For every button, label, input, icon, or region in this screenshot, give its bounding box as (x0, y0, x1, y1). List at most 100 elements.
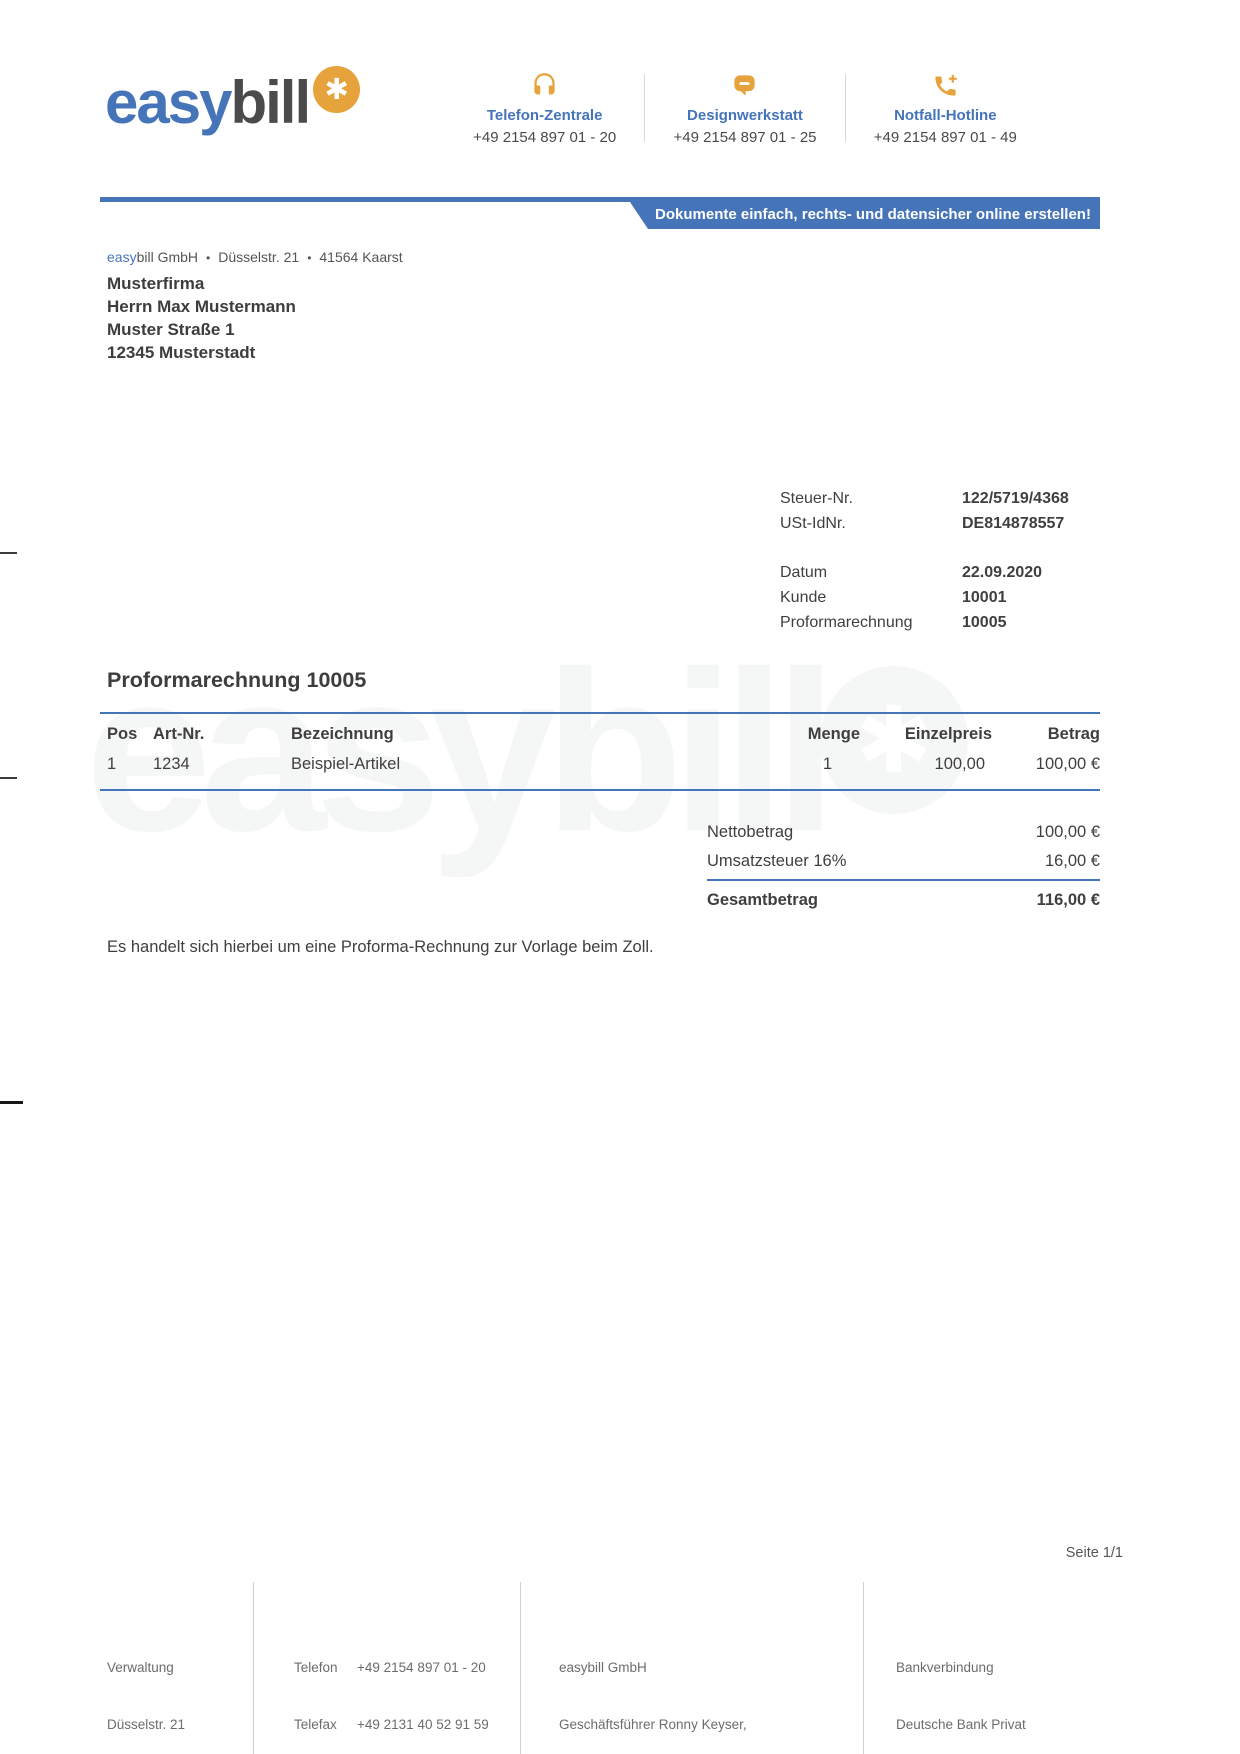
meta-label: Proformarechnung (780, 614, 913, 631)
contact-phone: +49 2154 897 01 - 20 (473, 129, 617, 146)
meta-value: 22.09.2020 (962, 564, 1043, 581)
meta-value: DE814878557 (962, 515, 1065, 532)
logo-text-bill: bill (230, 69, 311, 136)
easybill-watermark: easybill ✱ (85, 625, 968, 879)
footer-line: Geschäftsführer Ronny Keyser, (559, 1717, 747, 1732)
logo-text-easy: easy (105, 69, 232, 136)
footer-block-verwaltung: Verwaltung Düsselstr. 21 41564 Kaarst (107, 1620, 253, 1754)
cell-einzelpreis: 100,00 (934, 755, 985, 773)
totals-block: Nettobetrag 100,00 € Umsatzsteuer 16% 16… (707, 818, 1100, 915)
col-header-menge: Menge (807, 725, 860, 743)
address-line: Musterfirma (107, 274, 205, 293)
fold-mark-center (0, 1101, 23, 1104)
table-header-row: Pos Art-Nr. Bezeichnung Menge Einzelprei… (100, 714, 1100, 753)
footer-block-telefon: Telefon +49 2154 897 01 - 20 Telefax +49… (294, 1620, 520, 1754)
contact-notfall-hotline: Notfall-Hotline +49 2154 897 01 - 49 (846, 72, 1045, 146)
footer-col-company: easybill GmbH Geschäftsführer Ronny Keys… (520, 1582, 863, 1754)
total-label: Umsatzsteuer 16% (707, 852, 847, 870)
footer: Verwaltung Düsselstr. 21 41564 Kaarst Su… (107, 1582, 1125, 1754)
meta-label: Kunde (780, 589, 827, 606)
meta-value: 10005 (962, 614, 1007, 631)
contact-phone: +49 2154 897 01 - 49 (873, 129, 1017, 146)
footer-value: +49 2154 897 01 - 20 (357, 1660, 486, 1675)
cell-menge: 1 (822, 755, 832, 773)
footer-col-address: Verwaltung Düsselstr. 21 41564 Kaarst Su… (107, 1582, 253, 1754)
phone-plus-icon (932, 74, 959, 103)
cell-art-nr: 1234 (153, 755, 190, 773)
contact-divider (644, 74, 646, 142)
page-indicator: Seite 1/1 (1065, 1545, 1123, 1561)
col-header-einzelpreis: Einzelpreis (904, 725, 992, 743)
note-text: Es handelt sich hierbei um eine Proforma… (107, 938, 654, 956)
watermark-asterisk-glyph: ✱ (854, 689, 933, 792)
watermark-text: easybill (85, 625, 838, 879)
footer-line: Düsselstr. 21 (107, 1717, 186, 1732)
logo-text: easybill (105, 58, 311, 148)
sender-street: Düsselstr. 21 (218, 249, 300, 265)
footer-col-contact: Telefon +49 2154 897 01 - 20 Telefax +49… (253, 1582, 520, 1754)
footer-line: Telefax +49 2131 40 52 91 59 (294, 1715, 520, 1734)
total-row-gesamtbetrag: Gesamtbetrag 116,00 € (707, 881, 1100, 915)
asterisk-glyph: ✱ (324, 74, 349, 106)
banner-text: Dokumente einfach, rechts- und datensich… (655, 206, 1091, 223)
footer-label: Telefon (294, 1660, 338, 1675)
total-label: Nettobetrag (707, 823, 794, 841)
totals-divider (707, 879, 1100, 881)
meta-spacer (780, 536, 1102, 560)
address-line: Herrn Max Mustermann (107, 297, 296, 316)
footer-col-bank: Bankverbindung Deutsche Bank Privat und … (863, 1582, 1125, 1754)
meta-label: Datum (780, 564, 828, 581)
footer-line: Deutsche Bank Privat (896, 1717, 1026, 1732)
table-row: 1 1234 Beispiel-Artikel 1 100,00 100,00 … (100, 753, 1100, 789)
recipient-address: Musterfirma Herrn Max Mustermann Muster … (107, 272, 296, 364)
total-row-netto: Nettobetrag 100,00 € (707, 818, 1100, 847)
total-label: Gesamtbetrag (707, 891, 818, 909)
sender-city: 41564 Kaarst (319, 249, 403, 265)
sender-brand-easy: easy (107, 249, 137, 265)
page-title: Proformarechnung 10005 (107, 668, 367, 692)
footer-line: Bankverbindung (896, 1660, 994, 1675)
address-line: Muster Straße 1 (107, 320, 235, 339)
contact-telefon-zentrale: Telefon-Zentrale +49 2154 897 01 - 20 (445, 72, 644, 146)
contact-label: Notfall-Hotline (894, 107, 997, 124)
total-value: 116,00 € (1036, 891, 1100, 909)
chat-bubble-icon (731, 75, 758, 103)
footer-line: easybill GmbH (559, 1660, 647, 1675)
cell-bezeichnung: Beispiel-Artikel (291, 755, 401, 773)
meta-row-datum: Datum 22.09.2020 (780, 560, 1102, 585)
col-header-betrag: Betrag (1047, 725, 1100, 743)
separator-dot: • (307, 251, 312, 265)
meta-value: 10001 (962, 589, 1007, 606)
contact-label: Designwerkstatt (687, 107, 803, 124)
address-line: 12345 Musterstadt (107, 343, 256, 362)
meta-row-ust-idnr: USt-IdNr. DE814878557 (780, 511, 1102, 536)
sender-brand-bill: bill GmbH (136, 249, 199, 265)
meta-value: 122/5719/4368 (962, 490, 1069, 507)
meta-row-steuer-nr: Steuer-Nr. 122/5719/4368 (780, 486, 1102, 511)
contact-divider (844, 74, 846, 142)
col-header-bezeichnung: Bezeichnung (291, 725, 394, 743)
fold-mark-middle (0, 777, 17, 779)
total-value: 16,00 € (1044, 852, 1100, 870)
cell-betrag: 100,00 € (1035, 755, 1100, 773)
contact-designwerkstatt: Designwerkstatt +49 2154 897 01 - 25 (645, 72, 844, 146)
col-header-art-nr: Art-Nr. (153, 725, 205, 743)
meta-label: Steuer-Nr. (780, 490, 853, 507)
fold-mark-top (0, 552, 17, 554)
meta-row-kunde: Kunde 10001 (780, 585, 1102, 610)
total-value: 100,00 € (1035, 823, 1100, 841)
footer-line: Telefon +49 2154 897 01 - 20 (294, 1658, 520, 1677)
footer-line: Verwaltung (107, 1660, 174, 1675)
easybill-logo: easybill ✱ (105, 58, 361, 148)
promo-banner: Dokumente einfach, rechts- und datensich… (630, 202, 1100, 229)
contact-phone: +49 2154 897 01 - 25 (673, 129, 817, 146)
header-rule (100, 197, 1100, 202)
contact-label: Telefon-Zentrale (486, 107, 603, 124)
cell-pos: 1 (107, 755, 117, 773)
headset-icon (531, 73, 558, 103)
sender-line: easybill GmbH • Düsselstr. 21 • 41564 Kaarst (107, 249, 403, 265)
meta-label: USt-IdNr. (780, 515, 846, 532)
footer-block-geschaeftsfuehrung: easybill GmbH Geschäftsführer Ronny Keys… (559, 1620, 863, 1754)
footer-label: Telefax (294, 1717, 337, 1732)
